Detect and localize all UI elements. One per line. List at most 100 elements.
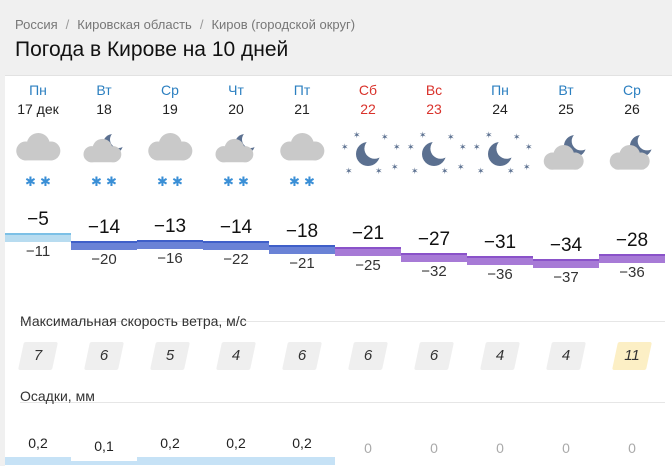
day-column[interactable]: Пт 21 ✱ ✱ bbox=[269, 82, 335, 197]
day-column[interactable]: Ср 19 ✱ ✱ bbox=[137, 82, 203, 197]
wind-speed-value: 5 bbox=[165, 347, 175, 364]
svg-text:✶: ✶ bbox=[477, 167, 485, 177]
max-temperature: −34 bbox=[549, 235, 583, 256]
breadcrumb-link-district[interactable]: Киров (городской округ) bbox=[211, 17, 356, 32]
svg-text:✶: ✶ bbox=[341, 143, 349, 153]
svg-text:✶: ✶ bbox=[391, 163, 399, 173]
wind-speed-badge: 5 bbox=[150, 342, 190, 370]
temperature-chart: −5 −11 −14 −20 −13 −16 −14 −22 −18 −21 −21 −25 −27 −3… bbox=[5, 195, 672, 290]
wind-section-label: Максимальная скорость ветра, м/с bbox=[20, 313, 247, 329]
header: Россия / Кировская область / Киров (горо… bbox=[0, 0, 672, 75]
min-temperature: −36 bbox=[487, 266, 513, 284]
day-of-week: Пт bbox=[293, 82, 311, 98]
svg-text:✶: ✶ bbox=[485, 131, 493, 141]
svg-text:✶: ✶ bbox=[375, 167, 383, 177]
moon-stars-icon: ✶ ✶ ✶ ✶ ✶ ✶ ✶ bbox=[467, 130, 533, 190]
max-temperature: −13 bbox=[153, 216, 187, 238]
wind-speed-badge: 11 bbox=[612, 342, 652, 370]
temperature-bar bbox=[71, 241, 137, 251]
day-column[interactable]: Пн 17 дек ✱ ✱ bbox=[5, 82, 71, 197]
min-temperature: −32 bbox=[421, 262, 447, 280]
precip-value: 0 bbox=[364, 440, 372, 456]
precip-fill bbox=[203, 457, 269, 465]
svg-text:✶: ✶ bbox=[513, 133, 521, 143]
max-temperature: −21 bbox=[351, 223, 385, 245]
temperature-bar bbox=[335, 247, 401, 257]
svg-text:✱ ✱: ✱ ✱ bbox=[289, 175, 315, 190]
temperature-bar bbox=[599, 253, 665, 263]
wind-speed-badge: 6 bbox=[414, 342, 454, 370]
wind-speed-badge: 4 bbox=[216, 342, 256, 370]
svg-text:✶: ✶ bbox=[419, 131, 427, 141]
day-date: 24 bbox=[492, 101, 508, 117]
breadcrumb-separator: / bbox=[65, 17, 70, 32]
day-date: 26 bbox=[624, 101, 640, 117]
wind-speed-value: 6 bbox=[363, 347, 373, 364]
day-column[interactable]: Вс 23 ✶ ✶ ✶ ✶ ✶ ✶ ✶ bbox=[401, 82, 467, 197]
day-of-week: Сб bbox=[358, 82, 378, 98]
min-temperature: −22 bbox=[223, 251, 249, 269]
divider bbox=[20, 321, 665, 322]
svg-text:✶: ✶ bbox=[381, 133, 389, 143]
breadcrumb: Россия / Кировская область / Киров (горо… bbox=[15, 17, 355, 32]
day-of-week: Ср bbox=[623, 82, 641, 98]
wind-speed-value: 11 bbox=[624, 347, 640, 364]
day-column[interactable]: Пн 24 ✶ ✶ ✶ ✶ ✶ ✶ ✶ bbox=[467, 82, 533, 197]
min-temperature: −11 bbox=[25, 243, 51, 260]
max-temperature: −14 bbox=[87, 217, 121, 239]
precip-value: 0 bbox=[628, 440, 636, 456]
day-column[interactable]: Сб 22 ✶ ✶ ✶ ✶ ✶ ✶ ✶ bbox=[335, 82, 401, 197]
temperature-bar bbox=[533, 259, 599, 268]
day-column[interactable]: Вт 18 ✱ ✱ bbox=[71, 82, 137, 197]
precip-value: 0 bbox=[496, 440, 504, 456]
days-row: Пн 17 дек ✱ ✱ Вт 18 ✱ ✱ Ср 19 ✱ ✱ Чт 20 … bbox=[5, 82, 672, 202]
wind-speed-badge: 6 bbox=[282, 342, 322, 370]
temperature-bar bbox=[401, 252, 467, 262]
day-column[interactable]: Чт 20 ✱ ✱ bbox=[203, 82, 269, 197]
wind-speed-badge: 4 bbox=[480, 342, 520, 370]
min-temperature: −20 bbox=[91, 251, 117, 269]
svg-text:✶: ✶ bbox=[407, 143, 415, 153]
precip-fill bbox=[5, 457, 71, 465]
day-date: 20 bbox=[228, 101, 244, 117]
wind-speed-value: 4 bbox=[495, 347, 505, 364]
day-date: 23 bbox=[426, 101, 442, 117]
cloud-snow-icon: ✱ ✱ bbox=[269, 130, 335, 190]
precip-value: 0,2 bbox=[160, 435, 180, 451]
breadcrumb-link-russia[interactable]: Россия bbox=[15, 17, 58, 32]
precip-fill bbox=[71, 461, 137, 465]
day-date: 21 bbox=[294, 101, 310, 117]
wind-speed-value: 7 bbox=[33, 347, 43, 364]
temperature-bar bbox=[467, 256, 533, 266]
cloud-snow-icon: ✱ ✱ bbox=[137, 130, 203, 190]
svg-text:✶: ✶ bbox=[523, 163, 531, 173]
precip-value: 0,1 bbox=[94, 438, 114, 454]
day-column[interactable]: Вт 25 bbox=[533, 82, 599, 197]
breadcrumb-separator: / bbox=[199, 17, 204, 32]
breadcrumb-link-region[interactable]: Кировская область bbox=[77, 17, 192, 32]
max-temperature: −18 bbox=[285, 220, 319, 242]
min-temperature: −21 bbox=[289, 254, 315, 272]
svg-text:✶: ✶ bbox=[525, 143, 533, 153]
day-column[interactable]: Ср 26 bbox=[599, 82, 665, 197]
precip-value: 0 bbox=[430, 440, 438, 456]
svg-text:✶: ✶ bbox=[411, 167, 419, 177]
max-temperature: −31 bbox=[483, 232, 517, 254]
precip-value: 0,2 bbox=[292, 435, 312, 451]
precip-value: 0,2 bbox=[28, 435, 48, 451]
temperature-bar bbox=[5, 233, 71, 242]
svg-text:✱ ✱: ✱ ✱ bbox=[157, 175, 183, 190]
day-date: 25 bbox=[558, 101, 574, 117]
day-date: 19 bbox=[162, 101, 178, 117]
page-title: Погода в Кирове на 10 дней bbox=[15, 38, 289, 61]
moon-stars-icon: ✶ ✶ ✶ ✶ ✶ ✶ ✶ bbox=[401, 130, 467, 190]
svg-text:✶: ✶ bbox=[459, 143, 467, 153]
svg-text:✶: ✶ bbox=[457, 163, 465, 173]
svg-text:✶: ✶ bbox=[507, 167, 515, 177]
day-of-week: Чт bbox=[228, 82, 244, 98]
moon-cloud-snow-icon: ✱ ✱ bbox=[71, 130, 137, 190]
wind-speed-value: 6 bbox=[99, 347, 109, 364]
day-of-week: Вт bbox=[558, 82, 574, 98]
day-of-week: Пн bbox=[29, 82, 47, 98]
svg-text:✱ ✱: ✱ ✱ bbox=[223, 175, 249, 190]
